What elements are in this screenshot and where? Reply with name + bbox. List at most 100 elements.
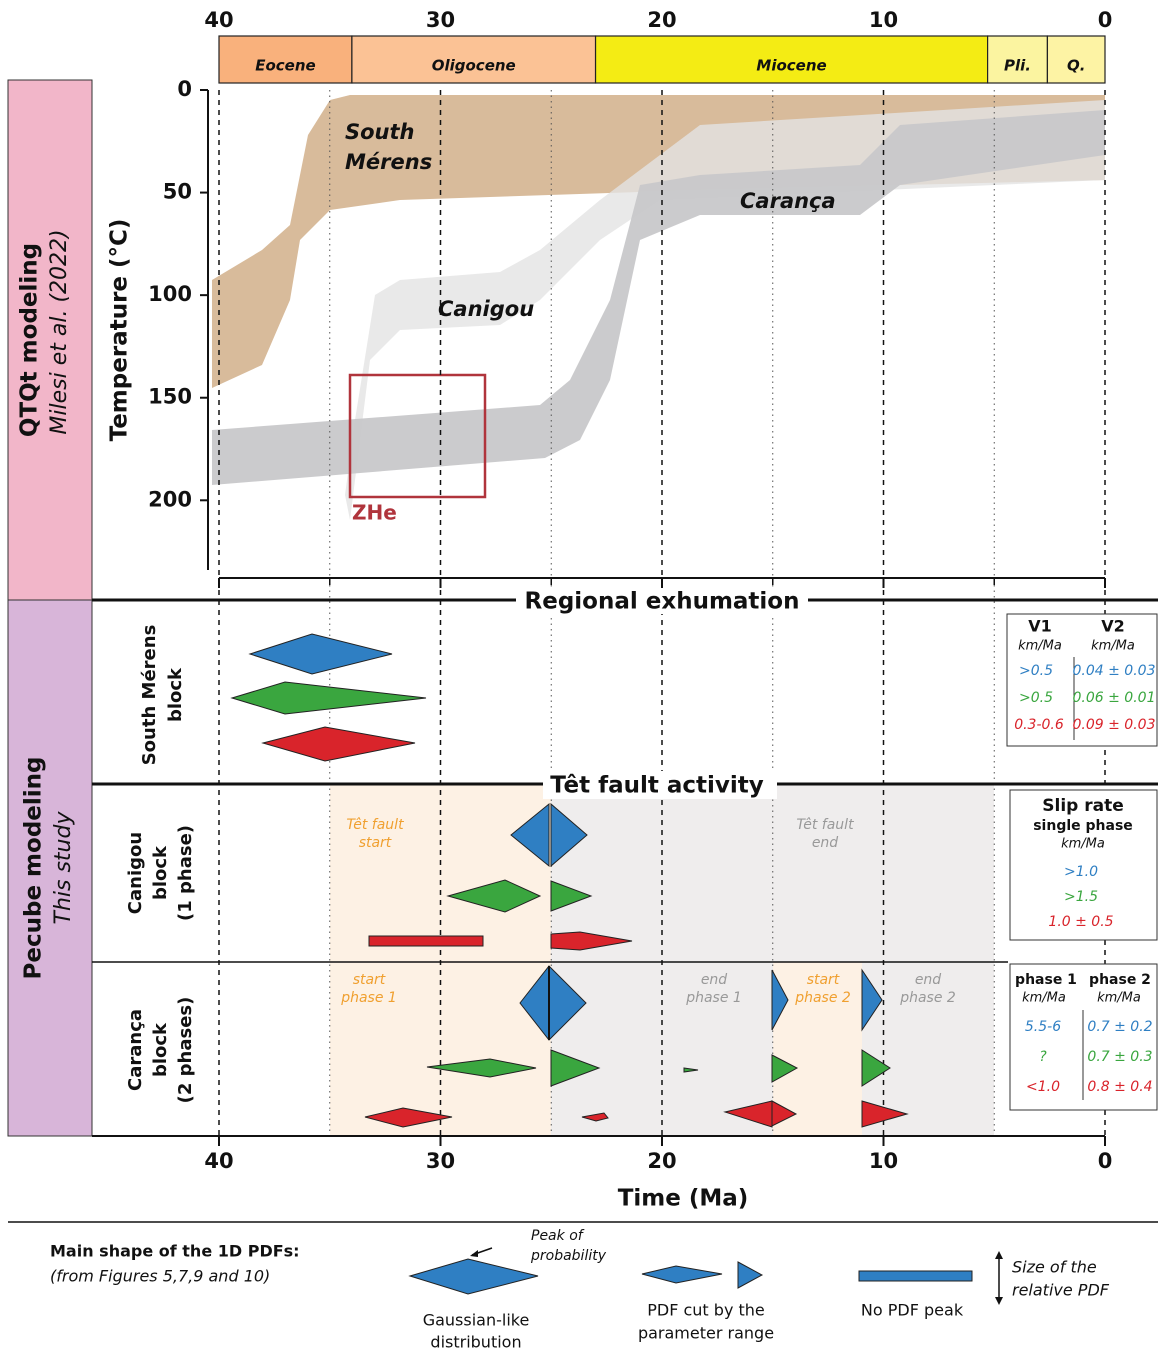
legend-arrowhead — [995, 1251, 1003, 1259]
table-title: Slip rate — [1042, 796, 1124, 816]
row-label: (1 phase) — [175, 825, 196, 921]
section-title: Regional exhumation — [525, 589, 800, 615]
pdf — [861, 968, 883, 1032]
legend-text: PDF cut by the — [647, 1301, 765, 1320]
table-cell: 0.06 ± 0.01 — [1073, 690, 1156, 706]
y-tick-label: 200 — [148, 487, 192, 511]
pdf — [550, 931, 633, 951]
y-tick-label: 150 — [148, 385, 192, 409]
annotation: start — [807, 972, 840, 988]
pdf — [861, 1100, 909, 1128]
legend-text: No PDF peak — [861, 1301, 964, 1320]
table-cell: 0.7 ± 0.2 — [1087, 1019, 1152, 1035]
y-tick-label: 50 — [163, 180, 192, 204]
table-cell: <1.0 — [1026, 1079, 1060, 1095]
annotation: phase 1 — [340, 990, 397, 1006]
row-label: block — [165, 667, 186, 722]
legend-subtitle: (from Figures 5,7,9 and 10) — [50, 1267, 270, 1286]
pdf — [364, 1107, 453, 1128]
x-tick-label: 40 — [204, 8, 233, 32]
x-tick-label: 10 — [869, 1149, 898, 1173]
x-tick-label: 40 — [204, 1149, 233, 1173]
legend-text: parameter range — [638, 1324, 774, 1343]
annotation: start — [359, 835, 392, 851]
table-cell: 0.7 ± 0.3 — [1087, 1049, 1152, 1065]
row-label: Canigou — [125, 832, 146, 914]
epoch — [351, 35, 597, 84]
pdf — [771, 969, 789, 1031]
pdf — [261, 726, 416, 762]
pdf — [550, 880, 593, 912]
annotation: phase 2 — [899, 990, 956, 1006]
y-tick-label: 100 — [148, 282, 192, 306]
qtqt-panel — [7, 79, 93, 601]
pdf — [771, 1054, 799, 1083]
epoch-label: Miocene — [756, 57, 826, 75]
table-cell: 0.3-0.6 — [1014, 717, 1064, 733]
pdf — [248, 633, 393, 675]
table-cell: >1.0 — [1064, 864, 1098, 880]
table-cell: >0.5 — [1019, 663, 1053, 679]
band-label: South — [345, 120, 415, 144]
band-label: Canigou — [438, 297, 534, 321]
table-cell: 0.8 ± 0.4 — [1087, 1079, 1152, 1095]
legend: Main shape of the 1D PDFs: (from Figures… — [50, 1228, 1110, 1352]
row-label: block — [150, 1022, 171, 1077]
table-unit: km/Ma — [1018, 639, 1062, 654]
epochs: Eocene Oligocene Miocene Pli. Q. — [218, 35, 1106, 84]
pdf — [426, 1058, 537, 1078]
pdf — [230, 681, 427, 715]
x-tick-label: 20 — [647, 8, 676, 32]
legend-text: distribution — [430, 1333, 521, 1352]
separators — [8, 90, 1158, 1223]
annotation: Têt fault — [346, 817, 404, 833]
side-label: This study — [51, 811, 76, 925]
table-cell: 1.0 ± 0.5 — [1048, 914, 1113, 930]
epoch — [218, 35, 353, 84]
background — [7, 79, 994, 1137]
pdf — [519, 965, 587, 1041]
legend-text: probability — [530, 1248, 607, 1264]
x-tick-label: 10 — [869, 8, 898, 32]
x-tick-label: 30 — [426, 1149, 455, 1173]
pdf — [581, 1112, 609, 1122]
legend-text: Peak of — [531, 1228, 585, 1244]
legend-title: Main shape of the 1D PDFs: — [50, 1242, 300, 1261]
table-subtitle: single phase — [1033, 818, 1133, 834]
table-unit: km/Ma — [1022, 991, 1066, 1006]
table-header: phase 1 — [1015, 972, 1077, 988]
annotation: end — [915, 972, 941, 988]
x-axis-title: Time (Ma) — [618, 1186, 749, 1212]
x-tick-label: 20 — [647, 1149, 676, 1173]
legend-cut — [737, 1261, 764, 1289]
table-header: V1 — [1028, 617, 1052, 636]
x-tick-label: 0 — [1098, 1149, 1113, 1173]
table-cell: 0.04 ± 0.03 — [1073, 663, 1156, 679]
table-cell: >1.5 — [1064, 889, 1098, 905]
side-label: Milesi et al. (2022) — [47, 229, 72, 434]
label-bg — [516, 588, 808, 614]
x-tick-label: 0 — [1098, 8, 1113, 32]
row-label: (2 phases) — [175, 997, 196, 1104]
legend-text: Gaussian-like — [423, 1311, 530, 1330]
table-box — [1009, 789, 1158, 941]
zhe-box — [348, 373, 487, 499]
table-header: phase 2 — [1089, 972, 1151, 988]
pdf — [861, 1049, 891, 1087]
side-label: Pecube modeling — [21, 757, 47, 980]
annotation: Têt fault — [796, 817, 854, 833]
epoch-label: Pli. — [1004, 57, 1031, 75]
section-title: Têt fault activity — [550, 773, 764, 799]
table-cell: 0.09 ± 0.03 — [1073, 717, 1156, 733]
band-label: Mérens — [345, 150, 432, 174]
table-v: V1 V2 km/Ma km/Ma >0.5 0.04 ± 0.03 >0.5 … — [1006, 613, 1158, 747]
x-tick-label: 30 — [426, 8, 455, 32]
y-axis-title: Temperature (°C) — [107, 219, 133, 442]
legend-nopeak — [858, 1270, 973, 1282]
epoch — [594, 35, 989, 84]
row-label: Carança — [125, 1009, 146, 1091]
pdf — [771, 1100, 798, 1127]
annotations: Têt fault start Têt fault end start phas… — [340, 817, 956, 1006]
